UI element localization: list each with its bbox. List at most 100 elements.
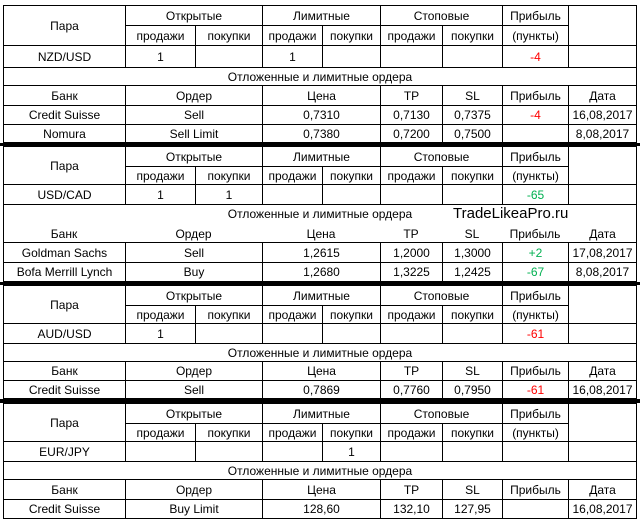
- header-open: Открытые: [125, 146, 262, 166]
- header-limit: Лимитные: [262, 146, 380, 166]
- order-profit: -67: [502, 262, 568, 282]
- header-limit-sell: продажи: [262, 305, 322, 323]
- pair-name: EUR/JPY: [3, 441, 125, 461]
- open-buy-value: 1: [195, 184, 262, 204]
- header-sl: SL: [442, 479, 502, 499]
- header-order-profit: Прибыль: [502, 85, 568, 105]
- header-order-profit: Прибыль: [502, 361, 568, 380]
- header-pair: Пара: [3, 5, 125, 45]
- order-type: Sell: [125, 242, 262, 262]
- order-date: 8,08,2017: [568, 124, 637, 143]
- stop-buy-value: [442, 323, 502, 343]
- order-bank: Goldman Sachs: [3, 242, 125, 262]
- pair-profit-value: -61: [502, 323, 568, 343]
- pair-profit-value: -65: [502, 184, 568, 204]
- open-sell-value: [125, 441, 195, 461]
- stop-sell-value: [380, 441, 442, 461]
- limit-buy-value: [322, 45, 380, 67]
- order-price: 128,60: [262, 499, 380, 519]
- header-open-sell: продажи: [125, 423, 195, 441]
- open-buy-value: [195, 323, 262, 343]
- block-usdcad: Пара Открытые Лимитные Стоповые Прибыль …: [0, 146, 640, 282]
- order-row: Credit Suisse Buy Limit 128,60 132,10 12…: [0, 499, 640, 519]
- open-buy-value: [195, 441, 262, 461]
- order-price: 1,2615: [262, 242, 380, 262]
- stop-sell-value: [380, 323, 442, 343]
- header-order: Ордер: [125, 361, 262, 380]
- header-profit: Прибыль: [502, 146, 568, 166]
- order-profit: [502, 499, 568, 519]
- header-sl: SL: [464, 227, 480, 241]
- order-sl: 127,95: [442, 499, 502, 519]
- block-eurjpy: Пара Открытые Лимитные Стоповые Прибыль …: [0, 403, 640, 520]
- header-stop-sell: продажи: [380, 166, 442, 184]
- order-bank: Bofa Merrill Lynch: [3, 262, 125, 282]
- header-open-sell: продажи: [125, 25, 195, 45]
- empty-cell: [568, 441, 637, 461]
- header-order: Ордер: [125, 85, 262, 105]
- orders-title-area: [3, 204, 637, 244]
- header-stop: Стоповые: [380, 5, 502, 25]
- header-profit: Прибыль: [502, 403, 568, 423]
- header-tp: TP: [380, 85, 442, 105]
- header-sl: SL: [442, 85, 502, 105]
- order-sl: 0,7500: [442, 124, 502, 143]
- stop-sell-value: [380, 45, 442, 67]
- header-date: Дата: [568, 361, 637, 380]
- header-limit-sell: продажи: [262, 25, 322, 45]
- order-date: 16,08,2017: [568, 499, 637, 519]
- empty-cell: [568, 285, 637, 323]
- order-sl: 0,7950: [442, 380, 502, 399]
- header-price: Цена: [262, 361, 380, 380]
- header-limit-buy: покупки: [322, 423, 380, 441]
- order-type: Buy: [125, 262, 262, 282]
- header-open: Открытые: [125, 285, 262, 305]
- stop-buy-value: [442, 184, 502, 204]
- order-tp: 0,7130: [380, 105, 442, 124]
- order-row: Bofa Merrill Lynch Buy 1,2680 1,3225 1,2…: [0, 262, 640, 282]
- order-profit: -61: [502, 380, 568, 399]
- header-open-sell: продажи: [125, 305, 195, 323]
- header-pair: Пара: [3, 146, 125, 184]
- order-bank: Nomura: [3, 124, 125, 143]
- order-date: 16,08,2017: [568, 380, 637, 399]
- header-points: (пункты): [502, 166, 568, 184]
- header-stop-sell: продажи: [380, 305, 442, 323]
- header-sl: SL: [442, 361, 502, 380]
- header-stop-buy: покупки: [442, 166, 502, 184]
- stop-sell-value: [380, 184, 442, 204]
- order-type: Sell: [125, 105, 262, 124]
- limit-buy-value: 1: [322, 441, 380, 461]
- empty-cell: [568, 5, 637, 45]
- header-order-profit: Прибыль: [502, 479, 568, 499]
- pair-name: USD/CAD: [3, 184, 125, 204]
- header-limit: Лимитные: [262, 403, 380, 423]
- order-row: Goldman Sachs Sell 1,2615 1,2000 1,3000 …: [0, 242, 640, 262]
- header-order-profit: Прибыль: [509, 227, 561, 241]
- order-row: Credit Suisse Sell 0,7310 0,7130 0,7375 …: [0, 105, 640, 124]
- header-bank: Банк: [50, 227, 78, 241]
- open-sell-value: 1: [125, 45, 195, 67]
- order-profit: +2: [502, 242, 568, 262]
- header-order: Ордер: [175, 227, 212, 241]
- stop-buy-value: [442, 45, 502, 67]
- orders-title: Отложенные и лимитные ордера: [3, 461, 637, 479]
- order-sl: 1,3000: [442, 242, 502, 262]
- order-row: Nomura Sell Limit 0,7380 0,7200 0,7500 8…: [0, 124, 640, 143]
- limit-buy-value: [322, 323, 380, 343]
- header-limit-sell: продажи: [262, 423, 322, 441]
- order-tp: 132,10: [380, 499, 442, 519]
- header-points: (пункты): [502, 423, 568, 441]
- header-stop-buy: покупки: [442, 25, 502, 45]
- header-stop-buy: покупки: [442, 305, 502, 323]
- header-points: (пункты): [502, 305, 568, 323]
- header-limit-buy: покупки: [322, 25, 380, 45]
- header-date: Дата: [568, 85, 637, 105]
- header-price: Цена: [262, 479, 380, 499]
- header-open-buy: покупки: [195, 305, 262, 323]
- pair-name: AUD/USD: [3, 323, 125, 343]
- open-buy-value: [195, 45, 262, 67]
- header-date: Дата: [568, 479, 637, 499]
- section-divider: [0, 143, 640, 146]
